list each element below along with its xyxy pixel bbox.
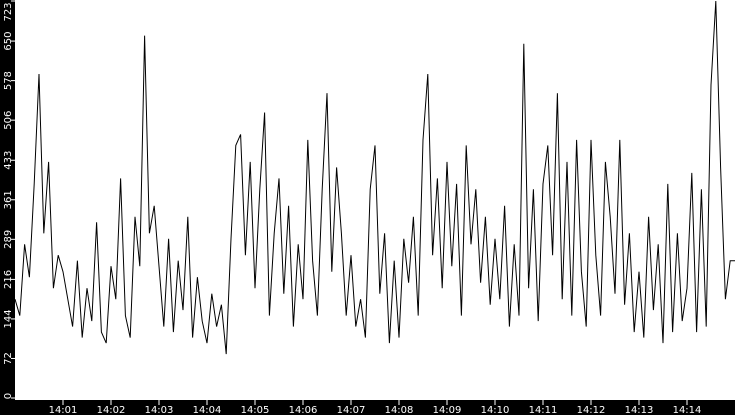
y-tick-label: 578 xyxy=(3,71,14,90)
x-tick-label: 14:09 xyxy=(433,405,462,415)
y-tick-label: 216 xyxy=(3,270,14,289)
y-tick-label: 72 xyxy=(3,352,14,365)
y-tick-label: 506 xyxy=(3,111,14,130)
y-tick-label: 289 xyxy=(3,230,14,249)
x-tick-label: 14:14 xyxy=(673,405,702,415)
y-tick-label: 0 xyxy=(3,393,14,399)
x-tick-label: 14:13 xyxy=(625,405,654,415)
y-tick-label: 723 xyxy=(3,2,14,21)
series-line xyxy=(14,0,735,355)
y-tick-label: 650 xyxy=(3,32,14,51)
x-axis: 14:01 14:02 14:03 14:04 14:05 14:06 14:07 14:08… xyxy=(49,400,702,415)
plot-area xyxy=(15,0,735,400)
x-tick-label: 14:01 xyxy=(49,405,78,415)
x-tick-label: 14:12 xyxy=(577,405,606,415)
y-tick-label: 361 xyxy=(3,190,14,209)
x-tick-label: 14:06 xyxy=(289,405,318,415)
x-tick-label: 14:03 xyxy=(145,405,174,415)
x-tick-label: 14:05 xyxy=(241,405,270,415)
x-tick-label: 14:10 xyxy=(481,405,510,415)
x-tick-label: 14:08 xyxy=(385,405,414,415)
x-tick-label: 14:04 xyxy=(193,405,222,415)
x-tick-label: 14:02 xyxy=(97,405,126,415)
x-tick-label: 14:07 xyxy=(337,405,366,415)
y-tick-label: 433 xyxy=(3,151,14,170)
x-tick-label: 14:11 xyxy=(529,405,558,415)
y-tick-label: 144 xyxy=(3,309,14,328)
y-axis: 0 72 144 216 289 361 433 506 578 650 723 xyxy=(3,0,15,399)
